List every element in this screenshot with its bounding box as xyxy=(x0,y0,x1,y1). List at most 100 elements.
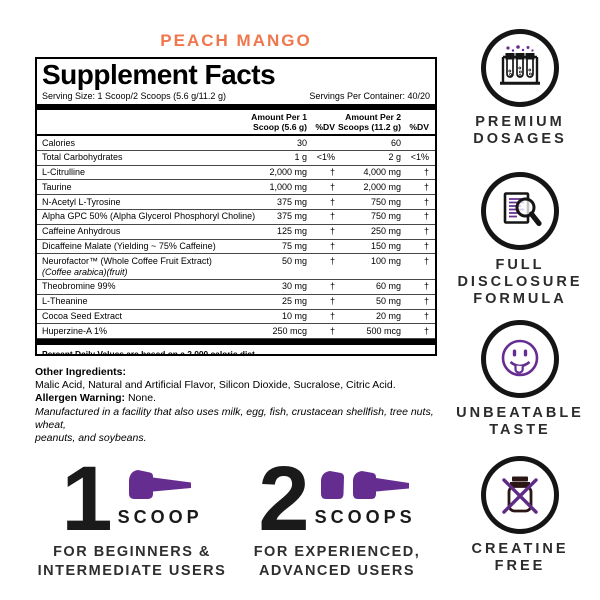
dv-1: † xyxy=(329,167,335,178)
amount-per-1-scoop: 10 mg xyxy=(281,311,307,322)
amount-per-2-scoops: 50 mg xyxy=(375,296,401,307)
nutrient-name: Neurofactor™ (Whole Coffee Fruit Extract… xyxy=(42,256,430,278)
amount-per-1-scoop: 375 mg xyxy=(276,211,307,222)
table-row: Neurofactor™ (Whole Coffee Fruit Extract… xyxy=(37,254,435,280)
one-scoop-directions: 1 SCOOP FOR BEGINNERS & INTERMEDIATE USE… xyxy=(28,448,236,580)
supplement-facts-title: Supplement Facts xyxy=(42,59,276,90)
dv-2: † xyxy=(423,311,429,322)
test-tubes-icon xyxy=(481,29,559,107)
thick-divider-bottom xyxy=(37,339,435,346)
scoop-unit-label: SCOOPS xyxy=(314,507,416,527)
facility-statement-line1: Manufactured in a facility that also use… xyxy=(35,405,434,431)
amount-per-2-scoops: 60 xyxy=(390,137,401,148)
nutrient-name: Calories xyxy=(42,137,76,148)
amount-per-2-scoops: 750 mg xyxy=(370,211,401,222)
table-row: Taurine 1,000 mg † 2,000 mg † xyxy=(37,180,435,196)
badge-label: UNBEATABLE TASTE xyxy=(456,405,584,439)
serving-size: Serving Size: 1 Scoop/2 Scoops (5.6 g/11… xyxy=(42,91,226,101)
other-ingredients-list: Malic Acid, Natural and Artificial Flavo… xyxy=(35,379,396,392)
other-ingredients-heading: Other Ingredients: xyxy=(35,366,127,378)
amount-per-1-scoop: 1 g xyxy=(294,152,307,163)
amount-per-2-scoops: 100 mg xyxy=(370,255,401,266)
table-row: L-Citrulline 2,000 mg † 4,000 mg † xyxy=(37,166,435,181)
table-footnotes: Percent Daily Values are based on a 2,00… xyxy=(37,345,435,356)
allergen-warning-value: None. xyxy=(125,392,156,405)
thick-divider-top xyxy=(37,104,435,110)
feature-badges-rail: PREMIUM DOSAGES FULL DISCLOSURE FORMULA xyxy=(440,0,600,600)
table-row: Huperzine-A 1% 250 mcg † 500 mcg † xyxy=(37,324,435,340)
amount-per-2-scoops: 150 mg xyxy=(370,241,401,252)
amount-per-2-scoops: 20 mg xyxy=(375,311,401,322)
badge-label: PREMIUM DOSAGES xyxy=(473,114,567,148)
scoop-count-numeral: 1 xyxy=(61,448,112,550)
table-row: Cocoa Seed Extract 10 mg † 20 mg † xyxy=(37,310,435,325)
table-row: Alpha GPC 50% (Alpha Glycerol Phosphoryl… xyxy=(37,210,435,225)
scoop-unit-label: SCOOP xyxy=(117,507,203,527)
amount-per-2-scoops: 60 mg xyxy=(375,281,401,292)
nutrient-name: Theobromine 99% xyxy=(42,281,116,292)
dv-2: † xyxy=(423,241,429,252)
allergen-warning-line: Allergen Warning: None. xyxy=(35,392,443,405)
two-scoops-icon xyxy=(321,471,410,499)
amount-per-1-scoop: 1,000 mg xyxy=(269,181,307,192)
amount-per-1-scoop: 30 xyxy=(296,137,307,148)
nutrient-name: L-Theanine xyxy=(42,296,88,307)
col-header-amount1: Amount Per 1 Scoop (5.6 g) xyxy=(251,112,307,133)
audience-text: FOR EXPERIENCED, ADVANCED USERS xyxy=(253,544,421,579)
scoop-count-numeral: 2 xyxy=(258,448,309,550)
dv-1: † xyxy=(329,211,335,222)
badge-label: FULL DISCLOSURE FORMULA xyxy=(457,257,583,308)
dv-2: † xyxy=(423,167,429,178)
dv-1: † xyxy=(329,325,335,336)
amount-per-2-scoops: 500 mcg xyxy=(366,325,401,336)
table-row: Caffeine Anhydrous 125 mg † 250 mg † xyxy=(37,225,435,240)
table-row: L-Theanine 25 mg † 50 mg † xyxy=(37,295,435,310)
dv-1: † xyxy=(329,226,335,237)
badge-label: CREATINE FREE xyxy=(471,541,569,575)
dv-2: <1% xyxy=(410,152,429,163)
amount-per-1-scoop: 375 mg xyxy=(276,196,307,207)
nutrient-name: Total Carbohydrates xyxy=(42,152,123,163)
creatine-free-icon xyxy=(481,456,559,534)
other-ingredients-section: Other Ingredients: Malic Acid, Natural a… xyxy=(35,366,443,445)
badge-creatine-free: CREATINE FREE xyxy=(440,456,600,575)
two-scoops-directions: 2 SCOOPS FOR EXPERIENCED, ADVANCED USERS xyxy=(236,448,438,580)
dv-2: † xyxy=(423,255,429,266)
dv-1: † xyxy=(329,281,335,292)
amount-per-2-scoops: 2 g xyxy=(388,152,401,163)
amount-per-1-scoop: 2,000 mg xyxy=(269,167,307,178)
supplement-facts-panel: Supplement Facts Serving Size: 1 Scoop/2… xyxy=(35,57,437,356)
nutrient-name-subline: (Coffee arabica)(fruit) xyxy=(42,266,128,277)
table-row: Total Carbohydrates 1 g <1% 2 g <1% xyxy=(37,151,435,166)
servings-per-container: Servings Per Container: 40/20 xyxy=(309,91,430,101)
nutrient-name: Caffeine Anhydrous xyxy=(42,226,121,237)
dv-1: † xyxy=(329,296,335,307)
amount-per-1-scoop: 75 mg xyxy=(281,241,307,252)
nutrient-name: Cocoa Seed Extract xyxy=(42,311,123,322)
amount-per-2-scoops: 4,000 mg xyxy=(363,167,401,178)
dv-1: † xyxy=(329,255,335,266)
audience-text: FOR BEGINNERS & INTERMEDIATE USERS xyxy=(37,544,227,579)
nutrient-name: L-Citrulline xyxy=(42,167,86,178)
amount-per-1-scoop: 125 mg xyxy=(276,226,307,237)
amount-per-2-scoops: 2,000 mg xyxy=(363,181,401,192)
nutrient-name: Dicaffeine Malate (Yielding ~ 75% Caffei… xyxy=(42,241,216,252)
dv-1: † xyxy=(329,181,335,192)
dv-1: † xyxy=(329,241,335,252)
col-header-dv2: %DV xyxy=(409,122,429,133)
nutrient-name: Huperzine-A 1% xyxy=(42,325,108,336)
serving-info-row: Serving Size: 1 Scoop/2 Scoops (5.6 g/11… xyxy=(37,89,435,104)
dv-1: <1% xyxy=(316,152,335,163)
table-row: Calories 30 60 xyxy=(37,136,435,151)
amount-per-1-scoop: 50 mg xyxy=(281,255,307,266)
flavor-title: PEACH MANGO xyxy=(160,31,312,50)
amount-per-2-scoops: 250 mg xyxy=(370,226,401,237)
table-row: Dicaffeine Malate (Yielding ~ 75% Caffei… xyxy=(37,240,435,255)
nutrient-name: Alpha GPC 50% (Alpha Glycerol Phosphoryl… xyxy=(42,211,256,222)
table-row: N-Acetyl L-Tyrosine 375 mg † 750 mg † xyxy=(37,195,435,210)
facility-statement-line2: peanuts, and soybeans. xyxy=(35,432,147,445)
dv-2: † xyxy=(423,296,429,307)
footnote-daily-values: Percent Daily Values are based on a 2,00… xyxy=(42,349,255,356)
badge-full-disclosure-formula: FULL DISCLOSURE FORMULA xyxy=(440,172,600,308)
badge-premium-dosages: PREMIUM DOSAGES xyxy=(440,29,600,148)
